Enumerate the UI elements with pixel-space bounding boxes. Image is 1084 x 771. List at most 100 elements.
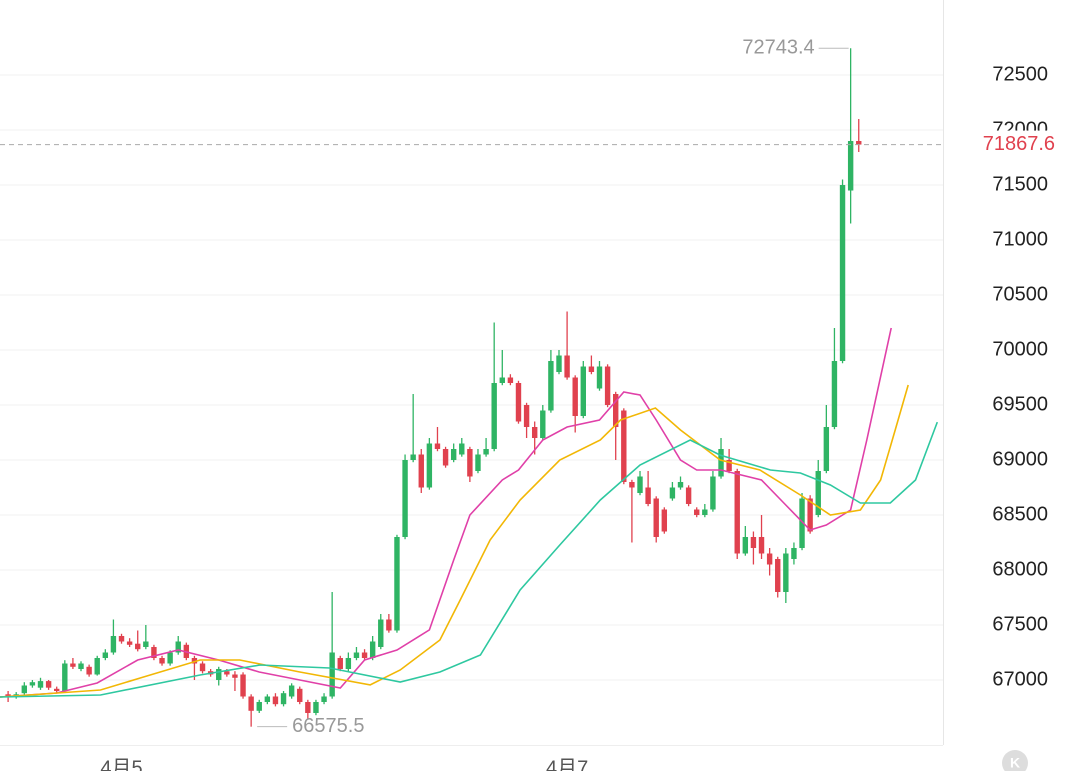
candle-body	[394, 536, 400, 631]
candle-body	[5, 694, 11, 697]
candle-body	[515, 383, 522, 422]
candle-body	[710, 476, 716, 510]
candle-body	[21, 685, 28, 694]
candle-body	[272, 696, 279, 705]
candle-body	[126, 641, 133, 645]
candle-body	[78, 663, 84, 669]
candle-body	[839, 185, 846, 362]
candle-body	[475, 454, 481, 472]
candle-body	[434, 443, 441, 450]
candle-body	[337, 657, 343, 669]
candle-body	[329, 652, 335, 697]
candle-body	[572, 377, 578, 417]
candle-body	[199, 663, 206, 672]
candle-body	[613, 394, 619, 428]
candle-body	[288, 685, 295, 697]
candle-body	[637, 476, 643, 494]
candle-body	[831, 361, 838, 428]
candle-body	[815, 471, 821, 515]
candle-body	[459, 443, 465, 455]
candle-body	[86, 666, 92, 675]
candle-body	[29, 682, 36, 686]
candle-body	[669, 487, 676, 499]
candle-body	[62, 663, 68, 691]
candle-body	[596, 366, 603, 389]
candle-body	[766, 553, 773, 565]
x-tick-label: 4月7	[546, 757, 588, 771]
min-label: 66575.5	[292, 715, 364, 737]
y-tick-label: 71000	[992, 228, 1048, 250]
y-tick-label: 68500	[992, 503, 1048, 525]
candle-body	[694, 509, 700, 515]
candle-body	[118, 635, 125, 642]
candle-body	[653, 498, 659, 537]
candle-body	[37, 681, 44, 688]
candle-body	[353, 652, 360, 658]
candle-body	[685, 487, 692, 504]
candle-body	[718, 449, 724, 477]
candle-body	[256, 701, 262, 711]
candle-body	[224, 671, 230, 675]
candle-body	[783, 553, 789, 592]
candle-body	[240, 674, 246, 697]
candle-body	[94, 657, 100, 675]
candle-body	[410, 454, 416, 461]
candle-body	[523, 405, 530, 428]
candle-body	[321, 696, 327, 702]
candle-body	[110, 635, 117, 653]
candle-body	[750, 536, 757, 548]
candle-body	[742, 536, 749, 554]
candle-body	[856, 141, 862, 145]
candle-body	[426, 443, 433, 488]
y-tick-label: 69500	[992, 393, 1048, 415]
candle-body	[70, 663, 76, 667]
candle-body	[588, 366, 595, 373]
overlay: 72743.4 66575.5 71867.6	[0, 37, 1060, 737]
candle-body	[507, 377, 514, 384]
candle-body	[775, 558, 781, 592]
candle-body	[758, 536, 765, 554]
candle-body	[580, 366, 586, 417]
moving-average-line	[0, 327, 892, 698]
candle-body	[232, 674, 238, 678]
candle-body	[159, 657, 165, 664]
candle-body	[791, 547, 797, 559]
candle-body	[499, 377, 505, 384]
candle-body	[402, 460, 408, 537]
candle-body	[847, 141, 854, 191]
candle-body	[621, 410, 627, 483]
y-tick-label: 69000	[992, 448, 1048, 470]
last-price-bg	[960, 130, 1060, 159]
y-tick-label: 70000	[992, 338, 1048, 360]
candle-body	[378, 619, 384, 647]
candle-body	[702, 509, 708, 515]
y-tick-label: 67500	[992, 613, 1048, 635]
moving-average-line	[0, 421, 939, 698]
candle-body	[280, 693, 287, 705]
candle-body	[531, 427, 538, 439]
candle-body	[645, 487, 651, 504]
candle-body	[604, 366, 611, 406]
candle-body	[248, 696, 254, 711]
candle-body	[45, 681, 52, 688]
candle-body	[313, 701, 319, 713]
x-tick-label: 4月5	[100, 757, 142, 771]
candle-body	[151, 646, 157, 658]
candle-body	[345, 657, 352, 669]
candle-body	[54, 688, 60, 691]
candle-body	[548, 361, 554, 411]
candle-body	[264, 696, 271, 702]
candle-body	[297, 688, 303, 702]
plot-area	[0, 48, 939, 727]
candle-body	[540, 410, 546, 439]
candle-body	[467, 449, 473, 477]
candle-body	[369, 641, 376, 658]
last-price-label: 71867.6	[983, 133, 1055, 155]
max-label: 72743.4	[742, 37, 814, 59]
candle-body	[167, 652, 173, 664]
y-tick-label: 68000	[992, 558, 1048, 580]
candle-body	[191, 657, 198, 664]
candle-body	[483, 449, 489, 455]
candle-body	[361, 652, 368, 658]
svg-text:K: K	[1010, 755, 1020, 771]
